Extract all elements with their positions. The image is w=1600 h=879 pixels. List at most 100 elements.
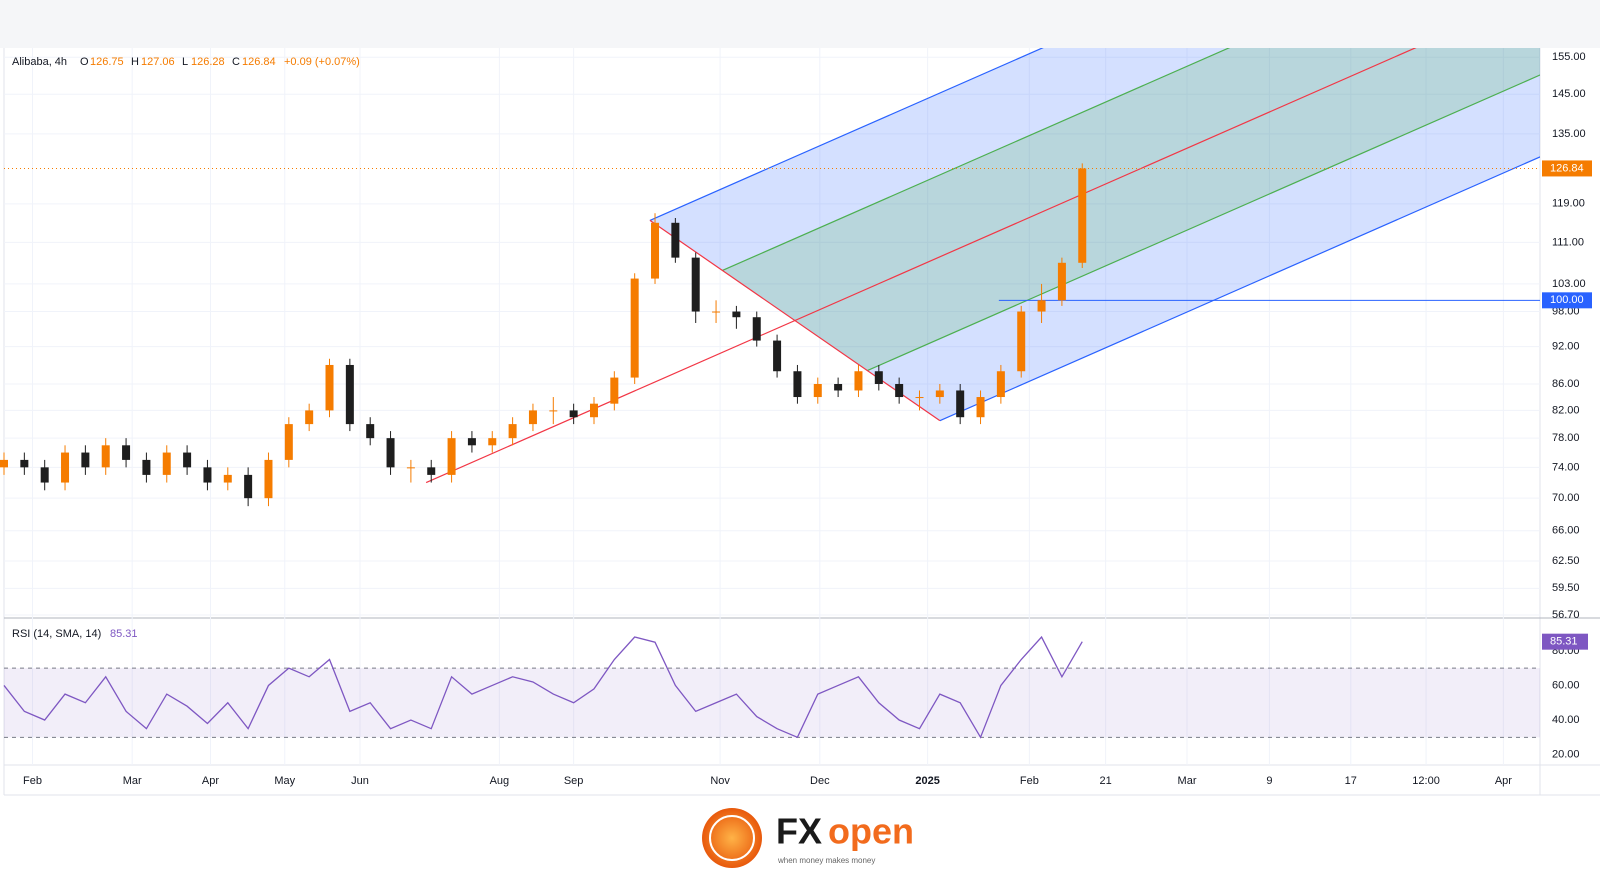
candle-body [81, 452, 90, 468]
candle-body [284, 424, 293, 460]
candle-body [427, 467, 436, 475]
x-tick-label: Mar [1178, 775, 1197, 787]
y-tick-label: 86.00 [1552, 378, 1580, 390]
candle-body [691, 257, 700, 312]
x-tick-label: 21 [1100, 775, 1112, 787]
candle-body [0, 459, 8, 468]
rsi-title: RSI (14, SMA, 14) [12, 628, 101, 640]
candle-body [325, 364, 334, 411]
candle-body [61, 452, 70, 483]
candle-body [976, 397, 985, 418]
candle-body [712, 311, 721, 313]
x-tick-label: Sep [564, 775, 584, 787]
hline-label: 100.00 [1550, 294, 1584, 306]
pitchfork-inner-upper [722, 48, 1231, 272]
rsi-tick-label: 40.00 [1552, 714, 1580, 726]
x-tick-label: Apr [202, 775, 219, 787]
rsi-label-bg [1542, 633, 1588, 650]
c-value: 126.84 [242, 56, 276, 68]
y-tick-label: 74.00 [1552, 461, 1580, 473]
y-tick-label: 82.00 [1552, 404, 1580, 416]
candle-body [20, 459, 29, 468]
logo-tagline: when money makes money [777, 856, 875, 865]
candle-body [101, 445, 110, 468]
y-tick-label: 62.50 [1552, 555, 1580, 567]
change: +0.09 (+0.07%) [284, 56, 360, 68]
x-tick-label: 2025 [915, 775, 939, 787]
y-tick-label: 111.00 [1552, 236, 1584, 248]
candle-body [1017, 311, 1026, 372]
candle-body [569, 410, 578, 418]
pitchfork-inner-zone [722, 48, 1540, 371]
last-price-label: 126.84 [1550, 162, 1584, 174]
logo-ring [709, 815, 755, 861]
candle-body [488, 438, 497, 446]
pitchfork [425, 48, 1540, 484]
candle-body [162, 452, 171, 475]
pitchfork-outer-zone [649, 48, 1540, 421]
rsi-band [4, 668, 1540, 738]
y-tick-label: 155.00 [1552, 51, 1586, 63]
candle-body [366, 424, 375, 439]
x-tick-label: Feb [23, 775, 42, 787]
y-tick-label: 103.00 [1552, 278, 1586, 290]
candle-body [752, 317, 761, 341]
candle-body [834, 383, 843, 391]
y-tick-label: 56.70 [1552, 609, 1580, 621]
candle-body [956, 390, 965, 418]
top-margin [0, 0, 1600, 48]
candle-body [813, 383, 822, 398]
candle-body [406, 467, 415, 469]
l-value: 126.28 [191, 56, 225, 68]
candle-body [223, 474, 232, 483]
rsi-value: 85.31 [110, 628, 138, 640]
y-tick-label: 98.00 [1552, 305, 1580, 317]
candle-body [386, 438, 395, 468]
candle-body [793, 371, 802, 398]
pitchfork-lower [939, 156, 1540, 422]
candle-body [1078, 168, 1087, 263]
x-tick-label: May [274, 775, 295, 787]
candle-body [122, 445, 131, 460]
rsi-tick-label: 60.00 [1552, 679, 1580, 691]
candle-body [244, 474, 253, 499]
rsi-line [3, 635, 1083, 739]
candle-body [447, 438, 456, 475]
candle-body [142, 459, 151, 475]
l-label: L [182, 56, 188, 68]
x-tick-label: 12:00 [1412, 775, 1440, 787]
x-tick-label: Feb [1020, 775, 1039, 787]
y-tick-label: 145.00 [1552, 88, 1586, 100]
x-tick-label: Apr [1495, 775, 1512, 787]
y-tick-label: 119.00 [1552, 198, 1585, 210]
candle-body [935, 390, 944, 398]
x-tick-label: Jun [351, 775, 369, 787]
candle-body [1057, 262, 1066, 301]
candle-body [773, 340, 782, 372]
x-tick-label: 9 [1266, 775, 1272, 787]
pitchfork-inner-lower [867, 74, 1540, 372]
candle-body [895, 383, 904, 398]
logo-open: open [828, 811, 914, 852]
o-label: O [80, 56, 89, 68]
rsi-last-label: 85.31 [1550, 636, 1578, 648]
x-tick-label: 17 [1345, 775, 1357, 787]
c-label: C [232, 56, 240, 68]
y-tick-label: 78.00 [1552, 432, 1580, 444]
candle-body [264, 459, 273, 499]
candle-body [549, 410, 558, 412]
x-tick-label: Aug [490, 775, 510, 787]
candle-body [589, 403, 598, 418]
candle-body [610, 377, 619, 404]
x-tick-label: Mar [123, 775, 142, 787]
candle-body [467, 438, 476, 446]
candle-body [1037, 300, 1046, 312]
candle-body [854, 371, 863, 391]
x-tick-label: Nov [710, 775, 730, 787]
candle-body [630, 278, 639, 378]
pitchfork-handle [649, 219, 941, 422]
candle-body [508, 424, 517, 439]
candle-body [996, 371, 1005, 398]
legend: Alibaba, 4h O 126.75 H 127.06 L 126.28 C… [12, 56, 360, 640]
